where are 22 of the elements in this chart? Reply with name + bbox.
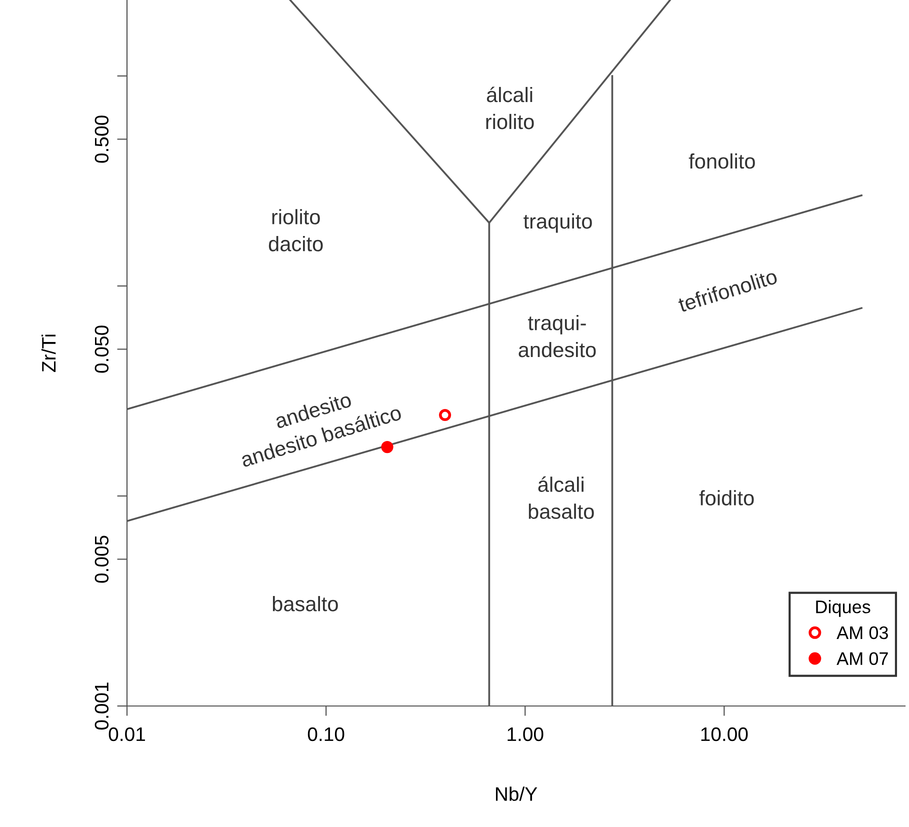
annotation: andesito andesito basáltico xyxy=(240,392,402,468)
x-tick-label: 0.01 xyxy=(108,727,145,742)
y-tick-label: 0.005 xyxy=(94,536,109,583)
y-axis-title: Zr/Ti xyxy=(41,334,56,372)
annotation: foidito xyxy=(699,490,754,506)
x-tick-label: 10.00 xyxy=(701,727,748,742)
annotation: álcali basalto xyxy=(528,476,594,519)
y-tick-label: 0.050 xyxy=(94,326,109,373)
legend-title: Diques xyxy=(816,600,870,617)
x-tick-label: 1.00 xyxy=(508,727,544,742)
annotation: traqui- andesito xyxy=(518,314,596,358)
annotation: basalto xyxy=(272,596,338,612)
x-tick-label: 0.10 xyxy=(308,727,344,742)
y-tick-label: 0.001 xyxy=(94,682,109,730)
y-tick-label: 0.500 xyxy=(94,116,109,163)
annotation: álcali riolito xyxy=(486,86,534,130)
x-axis-title: Nb/Y xyxy=(496,786,538,801)
legend-label: AM 07 xyxy=(836,652,888,665)
annotation: traquito xyxy=(524,213,592,233)
annotation: fonolito xyxy=(688,153,755,169)
annotation: riolito dacito xyxy=(268,209,323,252)
legend-label: AM 03 xyxy=(836,626,888,640)
